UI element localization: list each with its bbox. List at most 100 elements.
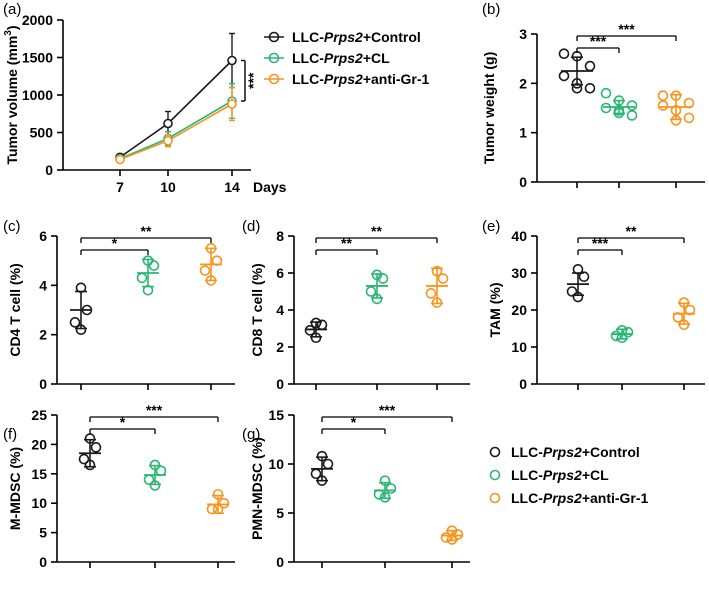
y-tick-label: 10 bbox=[268, 456, 284, 472]
data-point bbox=[365, 286, 377, 297]
group-cl bbox=[600, 87, 638, 121]
y-tick-label: 40 bbox=[511, 228, 527, 244]
y-tick-label: 6 bbox=[39, 228, 47, 244]
data-point bbox=[78, 453, 90, 465]
legend-prefix: LLC- bbox=[292, 71, 324, 87]
legend-gene: Prps2 bbox=[543, 467, 582, 483]
y-tick-label: 30 bbox=[511, 265, 527, 281]
x-tick-label: 14 bbox=[224, 179, 240, 195]
data-point bbox=[610, 330, 622, 342]
y-axis-label: Tumor weight (g) bbox=[481, 52, 497, 165]
y-tick-label: 15 bbox=[268, 407, 284, 423]
x-axis-label: Days bbox=[253, 179, 287, 195]
y-tick-label: 0 bbox=[519, 376, 527, 392]
legend-group: +CL bbox=[363, 50, 390, 66]
y-tick-label: 6 bbox=[276, 265, 284, 281]
data-point bbox=[136, 272, 148, 284]
data-point bbox=[622, 326, 634, 338]
series-line bbox=[119, 100, 233, 160]
group-cl bbox=[373, 475, 397, 503]
legend-gene: Prps2 bbox=[324, 29, 363, 45]
y-tick-label: 20 bbox=[511, 302, 527, 318]
significance-label: * bbox=[112, 235, 118, 251]
y-tick-label: 5 bbox=[276, 505, 284, 521]
data-point bbox=[683, 112, 695, 124]
y-axis-label: TAM (%) bbox=[487, 283, 503, 338]
y-axis-label: M-MDSC (%) bbox=[7, 447, 23, 530]
data-point bbox=[440, 532, 452, 543]
y-tick-label: 20 bbox=[31, 436, 47, 452]
panel-label: (c) bbox=[3, 218, 21, 235]
data-point bbox=[600, 87, 612, 99]
data-point bbox=[385, 483, 397, 494]
group-gr1 bbox=[440, 525, 464, 545]
y-tick-label: 0 bbox=[39, 376, 47, 392]
series-gr1 bbox=[115, 86, 237, 165]
legend-gene: Prps2 bbox=[324, 50, 363, 66]
y-tick-label: 8 bbox=[276, 228, 284, 244]
y-axis-label-text: Tumor volume (mm bbox=[4, 36, 20, 165]
significance-label: * bbox=[351, 414, 357, 430]
data-point bbox=[155, 465, 167, 477]
legend-gene: Prps2 bbox=[324, 71, 363, 87]
panel-label: (d) bbox=[242, 218, 260, 235]
y-axis-label: Tumor volume (mm3) bbox=[3, 25, 20, 164]
legend-marker bbox=[489, 469, 501, 481]
panel-label: (a) bbox=[3, 1, 21, 18]
legend-group: +anti-Gr-1 bbox=[582, 490, 649, 506]
panel-label: (g) bbox=[242, 426, 260, 443]
data-point bbox=[626, 100, 638, 111]
y-tick-label: 4 bbox=[39, 277, 47, 293]
series-line bbox=[119, 59, 233, 158]
group-control bbox=[304, 317, 328, 344]
data-point bbox=[558, 48, 570, 60]
data-point bbox=[227, 55, 237, 66]
group-cl bbox=[143, 459, 167, 491]
group-cl bbox=[610, 325, 634, 344]
data-point bbox=[558, 70, 570, 82]
legend-label: LLC-Prps2+Control bbox=[292, 29, 421, 45]
group-gr1 bbox=[199, 243, 223, 286]
group-control bbox=[69, 282, 93, 336]
data-point bbox=[600, 102, 612, 114]
group-cl bbox=[365, 269, 389, 305]
panel-d: (d) CD8 T cell (%) 0 2 4 6 8 ** ** bbox=[242, 218, 470, 392]
legend-group: +anti-Gr-1 bbox=[363, 71, 430, 87]
y-tick-label: 0 bbox=[39, 554, 47, 570]
data-point bbox=[584, 60, 596, 72]
group-gr1 bbox=[672, 297, 696, 331]
significance-label: ** bbox=[141, 223, 152, 239]
y-axis-label-text: ) bbox=[4, 25, 20, 30]
legend-gene: Prps2 bbox=[543, 444, 582, 460]
group-control bbox=[310, 450, 334, 486]
x-tick-label: 7 bbox=[116, 179, 124, 195]
x-tick-label: 10 bbox=[160, 179, 176, 195]
y-tick-label: 0 bbox=[45, 162, 53, 178]
y-tick-label: 3 bbox=[519, 26, 527, 42]
legend-marker bbox=[489, 492, 501, 504]
data-point bbox=[626, 110, 638, 121]
y-tick-label: 2 bbox=[519, 75, 527, 91]
significance-label: *** bbox=[146, 402, 163, 418]
legend-label: LLC-Prps2+anti-Gr-1 bbox=[511, 490, 649, 506]
legend-prefix: LLC- bbox=[292, 29, 324, 45]
legend-label: LLC-Prps2+anti-Gr-1 bbox=[292, 71, 430, 87]
data-point bbox=[90, 442, 102, 453]
group-gr1 bbox=[657, 90, 695, 126]
panel-label: (f) bbox=[3, 426, 17, 443]
series-control bbox=[115, 32, 237, 163]
group-cl bbox=[136, 255, 160, 296]
y-tick-label: 0 bbox=[519, 174, 527, 190]
legend-label: LLC-Prps2+CL bbox=[511, 467, 609, 483]
panel-a: (a) Tumor volume (mm3) 0 500 1000 1500 2000 7 10… bbox=[3, 1, 430, 195]
y-axis-label: CD4 T cell (%) bbox=[7, 263, 23, 356]
y-tick-label: 1000 bbox=[22, 87, 53, 103]
group-control bbox=[78, 433, 102, 471]
y-tick-label: 2000 bbox=[22, 12, 53, 28]
y-tick-label: 1500 bbox=[22, 50, 53, 66]
y-tick-label: 1 bbox=[519, 125, 527, 141]
